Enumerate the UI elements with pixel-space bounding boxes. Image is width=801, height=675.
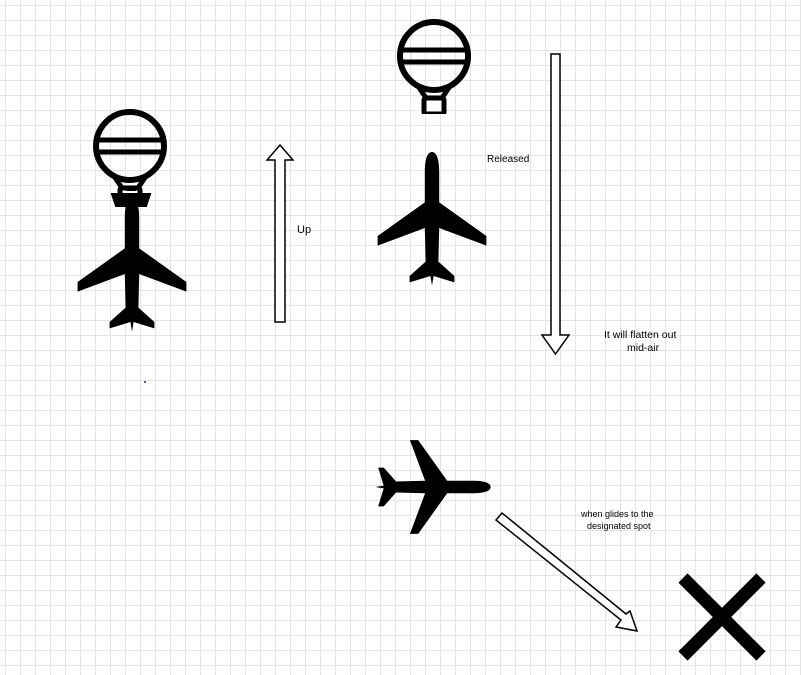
airplane-icon	[377, 152, 487, 286]
rope-connector	[110, 189, 152, 207]
flatten-label-line2: mid-air	[627, 342, 660, 354]
up-label: Up	[297, 224, 312, 236]
released-label: Released	[487, 154, 530, 165]
hot-air-balloon-icon	[400, 22, 468, 114]
glide-arrow	[494, 511, 639, 632]
down-arrow	[540, 53, 571, 356]
glide-label-line1: when glides to the	[581, 509, 654, 519]
airplane-flat-icon	[375, 440, 491, 534]
released-balloon-group	[400, 22, 468, 114]
airplane-icon	[77, 198, 187, 332]
flatten-label-line1: It will flatten out	[604, 329, 677, 341]
up-arrow	[265, 143, 295, 323]
glide-label-line2: designated spot	[587, 521, 651, 531]
balloon-with-plane-group	[77, 112, 187, 332]
x-mark-icon	[678, 573, 766, 661]
stray-dot	[144, 381, 146, 383]
